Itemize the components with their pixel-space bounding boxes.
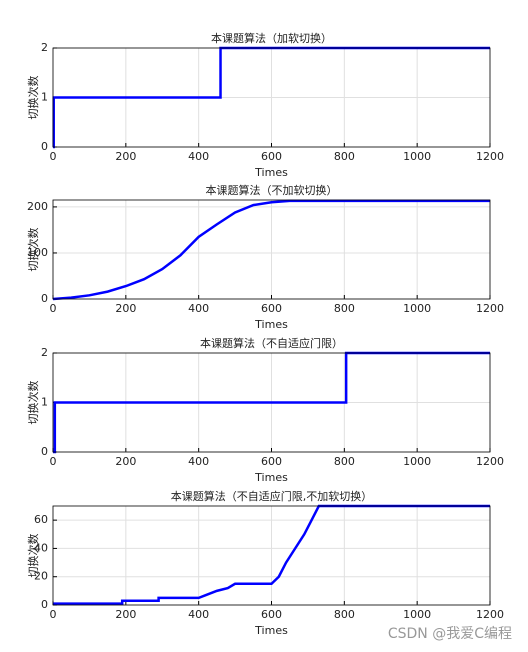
x-axis-label: Times — [254, 624, 288, 637]
x-tick-label: 600 — [261, 608, 282, 621]
x-tick-label: 0 — [50, 150, 57, 163]
x-tick-label: 1000 — [403, 455, 431, 468]
y-tick-label: 60 — [34, 513, 48, 526]
y-tick-label: 100 — [27, 246, 48, 259]
axes-frame — [52, 199, 491, 300]
chart-title: 本课题算法（不自适应门限,不加软切换） — [171, 489, 373, 503]
x-tick-label: 400 — [188, 608, 209, 621]
x-tick-label: 1200 — [476, 302, 504, 315]
x-tick-label: 0 — [50, 608, 57, 621]
x-tick-label: 800 — [334, 608, 355, 621]
x-tick-label: 1200 — [476, 608, 504, 621]
x-tick-label: 600 — [261, 455, 282, 468]
x-tick-label: 600 — [261, 302, 282, 315]
chart-title: 本课题算法（加软切换） — [211, 31, 332, 45]
chart-title: 本课题算法（不自适应门限） — [200, 336, 343, 350]
x-tick-label: 1000 — [403, 150, 431, 163]
x-tick-label: 1200 — [476, 150, 504, 163]
x-tick-label: 800 — [334, 302, 355, 315]
y-tick-label: 1 — [41, 396, 48, 409]
x-tick-label: 200 — [115, 455, 136, 468]
axes-frame — [52, 47, 491, 148]
x-tick-label: 0 — [50, 302, 57, 315]
x-tick-label: 0 — [50, 455, 57, 468]
y-tick-label: 40 — [34, 541, 48, 554]
x-tick-label: 400 — [188, 150, 209, 163]
chart-title: 本课题算法（不加软切换） — [206, 183, 338, 197]
y-axis-label: 切换次数 — [26, 534, 40, 578]
y-tick-label: 20 — [34, 570, 48, 583]
x-tick-label: 800 — [334, 150, 355, 163]
data-line — [53, 504, 490, 605]
y-tick-label: 0 — [41, 445, 48, 458]
x-tick-label: 1200 — [476, 455, 504, 468]
x-tick-label: 200 — [115, 302, 136, 315]
x-tick-label: 600 — [261, 150, 282, 163]
axes-frame — [52, 505, 491, 606]
y-tick-label: 200 — [27, 200, 48, 213]
x-tick-label: 200 — [115, 608, 136, 621]
y-tick-label: 0 — [41, 292, 48, 305]
x-axis-label: Times — [254, 471, 288, 484]
watermark: CSDN @我爱C编程 — [388, 626, 512, 642]
y-axis-label: 切换次数 — [26, 381, 40, 425]
x-axis-label: Times — [254, 318, 288, 331]
y-tick-label: 0 — [41, 140, 48, 153]
y-tick-label: 2 — [41, 41, 48, 54]
data-line — [52, 199, 490, 301]
x-tick-label: 800 — [334, 455, 355, 468]
x-tick-label: 200 — [115, 150, 136, 163]
y-tick-label: 0 — [41, 598, 48, 611]
y-axis-label: 切换次数 — [26, 228, 40, 272]
x-tick-label: 400 — [188, 302, 209, 315]
x-tick-label: 400 — [188, 455, 209, 468]
y-tick-label: 1 — [41, 91, 48, 104]
x-axis-label: Times — [254, 166, 288, 179]
y-axis-label: 切换次数 — [26, 76, 40, 120]
x-tick-label: 1000 — [403, 608, 431, 621]
y-tick-label: 2 — [41, 346, 48, 359]
axes-frame — [52, 352, 491, 453]
x-tick-label: 1000 — [403, 302, 431, 315]
